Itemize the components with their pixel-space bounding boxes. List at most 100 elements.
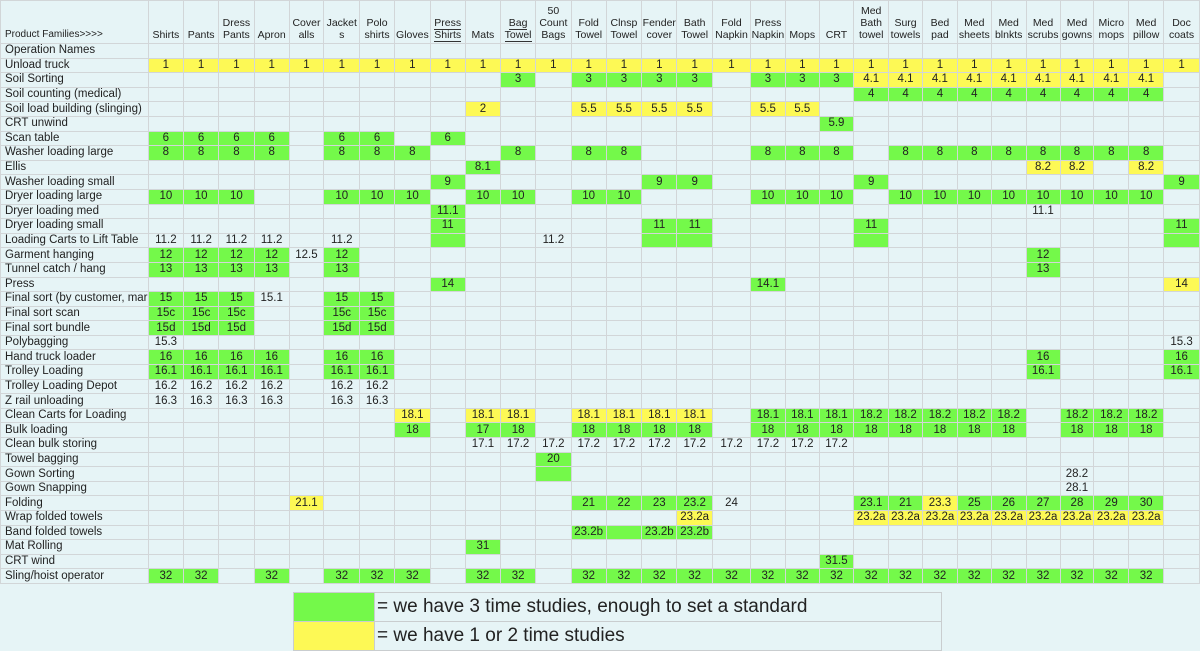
- grid-cell[interactable]: [749, 495, 786, 511]
- grid-cell[interactable]: [990, 320, 1027, 336]
- grid-cell[interactable]: 30: [1128, 495, 1165, 511]
- grid-cell[interactable]: 1: [712, 57, 751, 74]
- grid-cell[interactable]: [1059, 203, 1095, 220]
- grid-cell[interactable]: [429, 510, 466, 526]
- grid-cell[interactable]: [534, 349, 572, 366]
- grid-cell[interactable]: [818, 261, 855, 278]
- grid-cell[interactable]: [676, 261, 714, 278]
- grid-cell[interactable]: [218, 437, 255, 453]
- grid-cell[interactable]: [253, 407, 290, 424]
- grid-cell[interactable]: 18: [749, 422, 786, 439]
- grid-cell[interactable]: [641, 261, 678, 278]
- grid-cell[interactable]: [429, 393, 466, 409]
- grid-cell[interactable]: 1: [429, 57, 466, 74]
- grid-cell[interactable]: [288, 159, 325, 176]
- grid-cell[interactable]: [605, 159, 643, 176]
- grid-cell[interactable]: [253, 86, 290, 103]
- operation-name[interactable]: Band folded towels: [0, 524, 149, 541]
- grid-cell[interactable]: 13: [183, 261, 220, 278]
- grid-cell[interactable]: 6: [147, 130, 185, 147]
- grid-cell[interactable]: [534, 466, 572, 482]
- operation-name[interactable]: Washer loading small: [0, 174, 149, 190]
- grid-cell[interactable]: [1163, 291, 1200, 307]
- grid-cell[interactable]: [1128, 291, 1165, 307]
- grid-cell[interactable]: [464, 261, 502, 278]
- grid-cell[interactable]: [253, 334, 290, 351]
- grid-cell[interactable]: [818, 466, 855, 482]
- grid-cell[interactable]: [393, 378, 431, 395]
- grid-cell[interactable]: [218, 276, 255, 293]
- grid-cell[interactable]: 32: [784, 568, 820, 584]
- grid-cell[interactable]: [641, 539, 678, 555]
- grid-cell[interactable]: [990, 261, 1027, 278]
- grid-cell[interactable]: [147, 495, 185, 511]
- grid-cell[interactable]: 13: [1025, 261, 1061, 278]
- grid-cell[interactable]: [818, 174, 855, 190]
- grid-cell[interactable]: [712, 276, 751, 293]
- grid-cell[interactable]: [888, 218, 923, 234]
- grid-cell[interactable]: [818, 539, 855, 555]
- grid-cell[interactable]: [784, 480, 820, 497]
- grid-cell[interactable]: [749, 553, 786, 570]
- grid-cell[interactable]: 8: [1128, 145, 1165, 161]
- grid-cell[interactable]: [147, 524, 185, 541]
- grid-cell[interactable]: [218, 72, 255, 88]
- grid-cell[interactable]: [990, 466, 1027, 482]
- grid-cell[interactable]: 14: [1163, 276, 1200, 293]
- grid-cell[interactable]: 16: [183, 349, 220, 366]
- grid-cell[interactable]: 4.1: [956, 72, 992, 88]
- grid-cell[interactable]: [1025, 218, 1061, 234]
- grid-cell[interactable]: [749, 174, 786, 190]
- grid-cell[interactable]: [218, 101, 255, 117]
- operation-name[interactable]: Loading Carts to Lift Table: [0, 232, 149, 249]
- grid-cell[interactable]: [784, 305, 820, 322]
- grid-cell[interactable]: 5.9: [818, 115, 855, 132]
- grid-cell[interactable]: [956, 364, 992, 380]
- grid-cell[interactable]: [1093, 378, 1130, 395]
- grid-cell[interactable]: 8: [500, 145, 536, 161]
- grid-cell[interactable]: 5.5: [676, 101, 714, 117]
- operation-name[interactable]: Soil Sorting: [0, 72, 149, 88]
- grid-cell[interactable]: 8: [956, 145, 992, 161]
- grid-cell[interactable]: 8.2: [1025, 159, 1061, 176]
- grid-cell[interactable]: [676, 553, 714, 570]
- grid-cell[interactable]: 9: [429, 174, 466, 190]
- grid-cell[interactable]: [853, 130, 890, 147]
- grid-cell[interactable]: [784, 86, 820, 103]
- grid-cell[interactable]: [1025, 393, 1061, 409]
- column-header[interactable]: Doc coats: [1163, 0, 1200, 44]
- grid-cell[interactable]: [570, 86, 607, 103]
- grid-cell[interactable]: [888, 247, 923, 263]
- grid-cell[interactable]: [500, 305, 536, 322]
- grid-cell[interactable]: [218, 422, 255, 439]
- grid-cell[interactable]: [641, 480, 678, 497]
- operation-name[interactable]: Operation Names: [0, 43, 149, 59]
- grid-cell[interactable]: [429, 261, 466, 278]
- grid-cell[interactable]: [712, 291, 751, 307]
- column-header[interactable]: Mats: [464, 0, 502, 44]
- grid-cell[interactable]: 20: [534, 451, 572, 468]
- grid-cell[interactable]: [712, 86, 751, 103]
- grid-cell[interactable]: [429, 247, 466, 263]
- grid-cell[interactable]: [712, 466, 751, 482]
- product-families-header[interactable]: Product Families>>>>: [0, 0, 149, 44]
- grid-cell[interactable]: [888, 43, 923, 59]
- grid-cell[interactable]: [749, 510, 786, 526]
- grid-cell[interactable]: [147, 218, 185, 234]
- grid-cell[interactable]: 15: [183, 291, 220, 307]
- grid-cell[interactable]: [323, 466, 361, 482]
- grid-cell[interactable]: 16: [147, 349, 185, 366]
- grid-cell[interactable]: 12: [253, 247, 290, 263]
- grid-cell[interactable]: 8: [218, 145, 255, 161]
- column-header[interactable]: Med Bath towel: [853, 0, 890, 44]
- grid-cell[interactable]: 17.1: [464, 437, 502, 453]
- grid-cell[interactable]: [956, 276, 992, 293]
- grid-cell[interactable]: 18.2: [1093, 407, 1130, 424]
- grid-cell[interactable]: [956, 159, 992, 176]
- grid-cell[interactable]: [570, 130, 607, 147]
- grid-cell[interactable]: 23.2b: [570, 524, 607, 541]
- grid-cell[interactable]: [712, 130, 751, 147]
- grid-cell[interactable]: [676, 276, 714, 293]
- grid-cell[interactable]: [288, 261, 325, 278]
- grid-cell[interactable]: [570, 247, 607, 263]
